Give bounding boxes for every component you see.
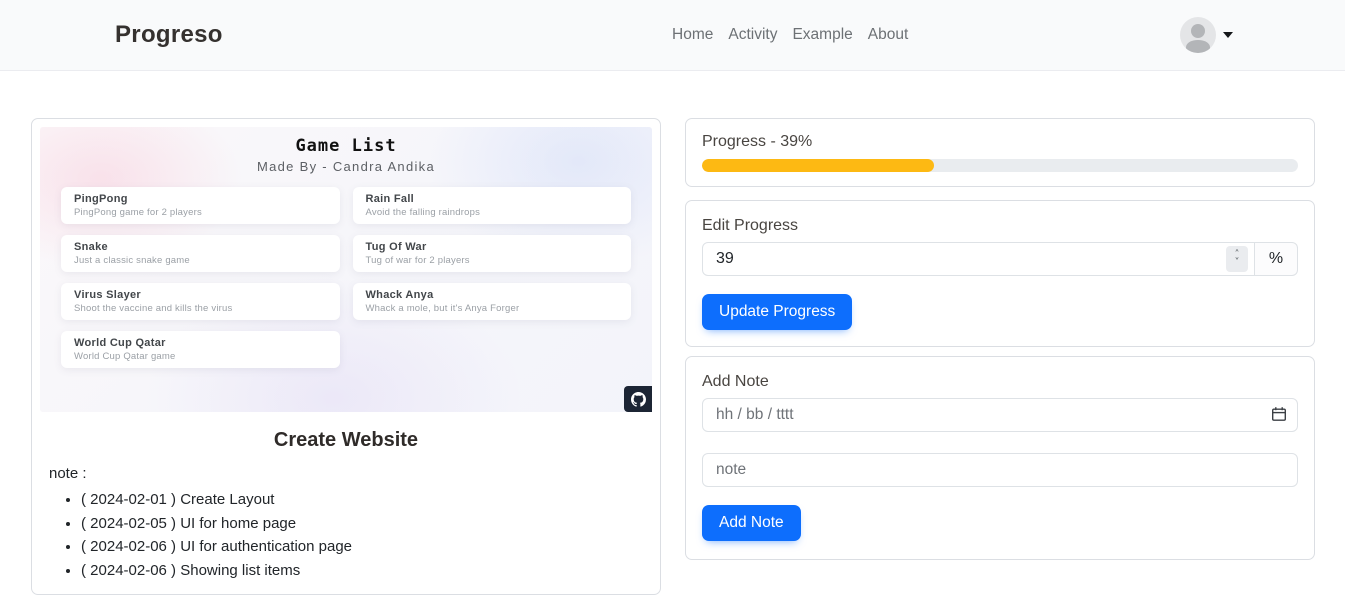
github-octocat-icon bbox=[630, 391, 646, 407]
games-grid: PingPong PingPong game for 2 players Rai… bbox=[40, 187, 652, 368]
game-card: Virus Slayer Shoot the vaccine and kills… bbox=[61, 283, 340, 320]
preview-subtitle: Made By - Candra Andika bbox=[256, 159, 436, 174]
nav-links: Home Activity Example About bbox=[672, 0, 908, 70]
game-card: World Cup Qatar World Cup Qatar game bbox=[61, 331, 340, 368]
progress-bar-fill bbox=[702, 159, 935, 172]
progress-card: Progress - 39% bbox=[685, 118, 1315, 187]
spinner-up-icon[interactable]: ˄ bbox=[1234, 249, 1240, 260]
activity-title: Create Website bbox=[273, 429, 419, 451]
percent-addon: % bbox=[1255, 242, 1298, 276]
progress-input-group: ˄ ˅ % bbox=[702, 242, 1298, 276]
game-card: Whack Anya Whack a mole, but it's Anya F… bbox=[352, 283, 631, 320]
note-item: ( 2024-02-05 ) UI for home page bbox=[81, 512, 652, 536]
main-content: Game List Made By - Candra Andika PingPo… bbox=[0, 71, 1345, 595]
nav-item-example[interactable]: Example bbox=[792, 26, 853, 43]
game-card: Snake Just a classic snake game bbox=[61, 235, 340, 272]
progress-bar bbox=[702, 159, 1298, 172]
user-menu[interactable] bbox=[1180, 17, 1233, 53]
nav-item-home[interactable]: Home bbox=[672, 26, 714, 43]
navbar: Progreso Home Activity Example About bbox=[0, 0, 1345, 71]
progress-label: Progress - 39% bbox=[702, 133, 813, 150]
chevron-down-icon bbox=[1223, 32, 1233, 38]
note-date-input[interactable] bbox=[702, 398, 1298, 432]
note-label: note : bbox=[49, 465, 87, 482]
nav-item-activity[interactable]: Activity bbox=[728, 26, 778, 43]
preview-image: Game List Made By - Candra Andika PingPo… bbox=[40, 127, 652, 412]
add-note-button[interactable]: Add Note bbox=[702, 505, 801, 541]
add-note-card: Add Note Add Note bbox=[685, 356, 1315, 560]
add-note-label: Add Note bbox=[702, 373, 769, 390]
game-card: PingPong PingPong game for 2 players bbox=[61, 187, 340, 224]
number-spinner[interactable]: ˄ ˅ bbox=[1226, 246, 1248, 272]
github-badge bbox=[624, 386, 652, 412]
note-item: ( 2024-02-06 ) UI for authentication pag… bbox=[81, 535, 652, 559]
update-progress-button[interactable]: Update Progress bbox=[702, 294, 853, 330]
nav-item-about[interactable]: About bbox=[867, 26, 909, 43]
note-item: ( 2024-02-01 ) Create Layout bbox=[81, 488, 652, 512]
calendar-icon[interactable] bbox=[1271, 406, 1287, 427]
game-card: Tug Of War Tug of war for 2 players bbox=[352, 235, 631, 272]
note-item: ( 2024-02-06 ) Showing list items bbox=[81, 559, 652, 583]
progress-value-input[interactable] bbox=[702, 242, 1255, 276]
activity-card: Game List Made By - Candra Andika PingPo… bbox=[31, 118, 661, 595]
spinner-down-icon[interactable]: ˅ bbox=[1234, 257, 1240, 268]
note-list: ( 2024-02-01 ) Create Layout ( 2024-02-0… bbox=[40, 488, 652, 582]
edit-progress-card: Edit Progress ˄ ˅ % Update Progress bbox=[685, 200, 1315, 347]
avatar-icon bbox=[1180, 17, 1216, 53]
note-text-input[interactable] bbox=[702, 453, 1298, 487]
game-card: Rain Fall Avoid the falling raindrops bbox=[352, 187, 631, 224]
edit-progress-label: Edit Progress bbox=[702, 217, 799, 234]
brand-logo[interactable]: Progreso bbox=[115, 21, 223, 48]
preview-title: Game List bbox=[295, 136, 397, 156]
